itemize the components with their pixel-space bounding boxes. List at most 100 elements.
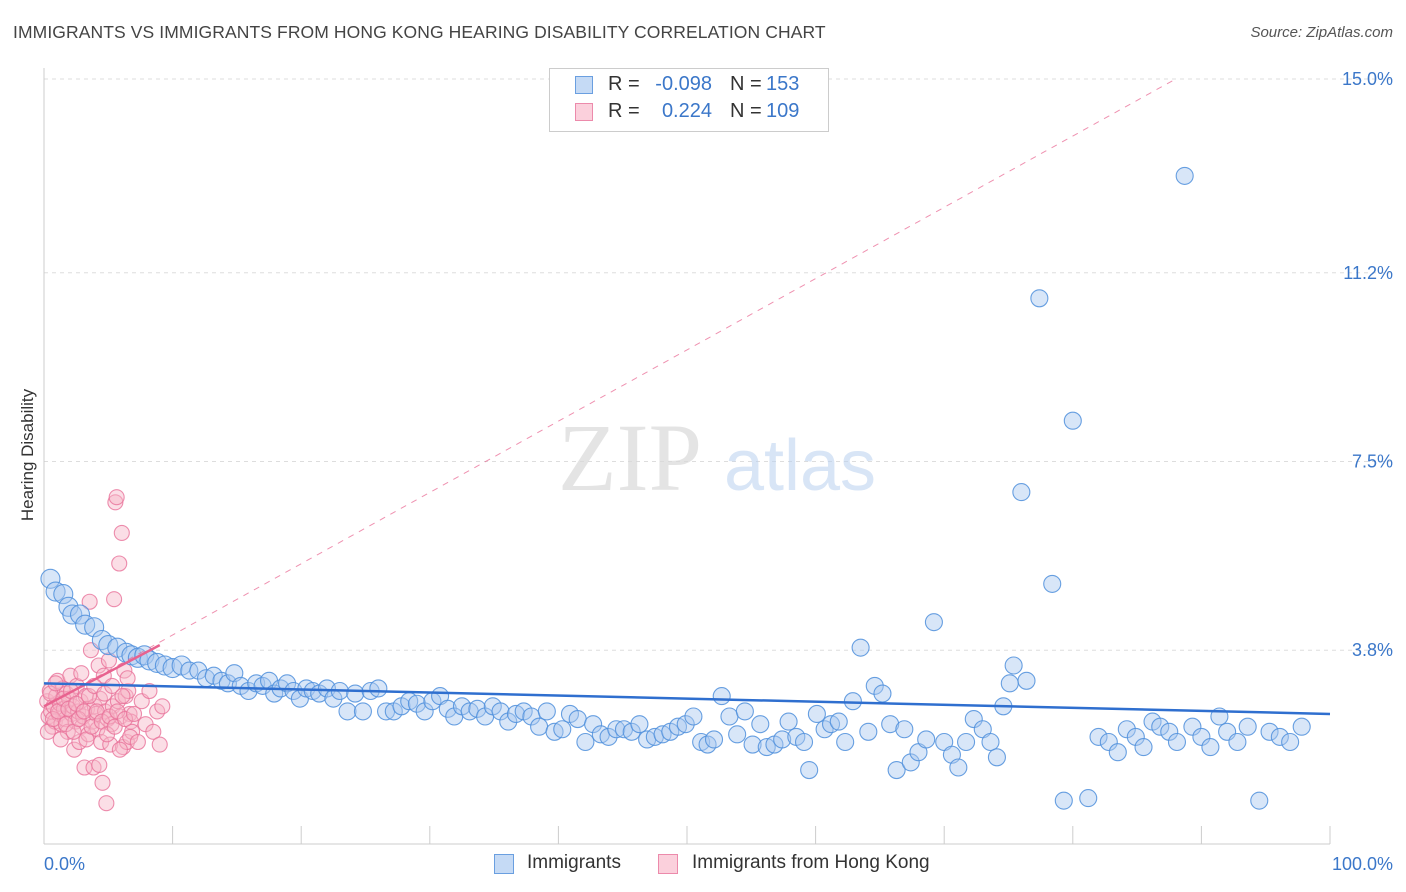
data-point-immigrants [1167, 732, 1187, 752]
data-point-immigrants [1228, 732, 1247, 752]
source-label: Source: ZipAtlas.com [1250, 24, 1393, 41]
data-point-immigrants [917, 730, 936, 749]
series-legend-swatch-hong-kong [658, 854, 678, 874]
data-point-immigrants [568, 709, 587, 729]
data-point-hong-kong [116, 710, 134, 728]
data-point-immigrants [981, 732, 1000, 752]
y-tick-label: 3.8% [1352, 640, 1393, 660]
data-point-immigrants [599, 727, 618, 746]
x-tick-label-min: 0.0% [44, 854, 85, 874]
data-point-immigrants [147, 652, 168, 674]
data-point-immigrants [1270, 727, 1289, 746]
data-point-immigrants [743, 735, 762, 754]
data-point-immigrants [684, 707, 703, 726]
data-point-hong-kong [113, 524, 130, 541]
data-point-immigrants [84, 617, 105, 638]
data-point-immigrants [1260, 722, 1279, 741]
data-point-immigrants [873, 684, 892, 703]
data-point-immigrants [779, 712, 798, 731]
data-point-immigrants [630, 715, 649, 734]
data-point-immigrants [957, 732, 976, 752]
data-point-immigrants [1126, 727, 1145, 746]
data-point-immigrants [40, 568, 61, 589]
data-point-immigrants [1151, 717, 1170, 736]
data-point-immigrants [1089, 727, 1108, 746]
data-point-hong-kong [80, 688, 98, 705]
trend-lines [43, 78, 1331, 716]
data-point-immigrants [154, 655, 175, 676]
data-point-immigrants [1175, 166, 1194, 185]
correlation-legend: R = -0.098 N = 153 R = 0.224 N = 109 [549, 68, 829, 132]
data-point-immigrants [1000, 674, 1019, 693]
data-point-hong-kong [106, 591, 123, 608]
data-point-immigrants [278, 674, 297, 693]
data-point-immigrants [924, 613, 943, 632]
data-point-immigrants [407, 694, 426, 713]
data-point-immigrants [1281, 732, 1300, 752]
data-point-immigrants [676, 715, 695, 734]
data-point-immigrants [1201, 738, 1220, 757]
data-point-hong-kong [125, 705, 143, 723]
legend-r-label: R = [608, 73, 640, 95]
watermark-atlas: atlas [724, 426, 876, 506]
legend-r-label: R = [608, 100, 640, 122]
series-immigrants-points [40, 166, 1311, 810]
data-point-immigrants [987, 748, 1006, 767]
data-point-hong-kong [94, 774, 111, 791]
gridlines [44, 78, 1393, 651]
data-point-immigrants [1043, 574, 1062, 593]
data-point-immigrants [1192, 727, 1211, 746]
data-point-immigrants [1160, 722, 1179, 741]
data-point-immigrants [537, 702, 556, 721]
data-point-immigrants [704, 730, 724, 749]
data-point-hong-kong [73, 665, 90, 682]
data-point-immigrants [794, 732, 814, 752]
x-tick-label-max: 100.0% [1332, 854, 1393, 874]
data-point-immigrants [720, 707, 739, 726]
data-point-hong-kong [111, 555, 128, 572]
series-legend-swatch-immigrants [494, 854, 514, 874]
data-point-hong-kong [98, 795, 115, 812]
watermark-zip: ZIP [558, 404, 702, 511]
data-point-immigrants [843, 692, 862, 711]
data-point-immigrants [712, 687, 731, 706]
data-point-hong-kong [111, 741, 128, 758]
data-point-immigrants [415, 702, 434, 721]
watermark: ZIP atlas [558, 404, 876, 511]
series-legend-label-hong-kong: Immigrants from Hong Kong [692, 852, 930, 873]
data-point-immigrants [1108, 743, 1127, 762]
y-tick-label: 11.2% [1343, 263, 1393, 283]
data-point-hong-kong [129, 733, 146, 751]
data-point-immigrants [1079, 789, 1098, 808]
data-point-immigrants [576, 732, 595, 752]
data-point-hong-kong [102, 736, 119, 753]
data-point-hong-kong [119, 670, 136, 687]
data-point-hong-kong [52, 731, 69, 748]
data-point-immigrants [964, 709, 983, 729]
data-point-immigrants [499, 712, 518, 731]
data-point-immigrants [773, 730, 792, 749]
data-point-immigrants [887, 760, 906, 780]
data-point-immigrants [851, 638, 870, 657]
data-point-immigrants [1099, 732, 1118, 752]
data-point-immigrants [622, 722, 641, 741]
data-point-hong-kong [81, 593, 98, 610]
legend-swatch-immigrants [575, 76, 593, 94]
legend-n-label: N = [730, 73, 762, 95]
data-point-immigrants [859, 722, 878, 741]
data-point-hong-kong [101, 708, 118, 725]
y-tick-label: 7.5% [1352, 452, 1393, 472]
data-point-immigrants [807, 704, 826, 724]
data-point-hong-kong [141, 682, 158, 700]
data-point-immigrants [338, 702, 357, 721]
data-point-hong-kong [114, 688, 131, 705]
data-point-hong-kong [108, 489, 125, 506]
series-legend-label-immigrants: Immigrants [527, 852, 621, 873]
legend-n-value: 109 [766, 100, 800, 122]
legend-r-value: 0.224 [661, 100, 712, 122]
data-point-immigrants [1183, 717, 1202, 736]
data-point-immigrants [438, 699, 457, 718]
data-point-hong-kong [122, 728, 139, 745]
data-point-hong-kong [75, 703, 92, 720]
data-point-immigrants [53, 584, 74, 605]
